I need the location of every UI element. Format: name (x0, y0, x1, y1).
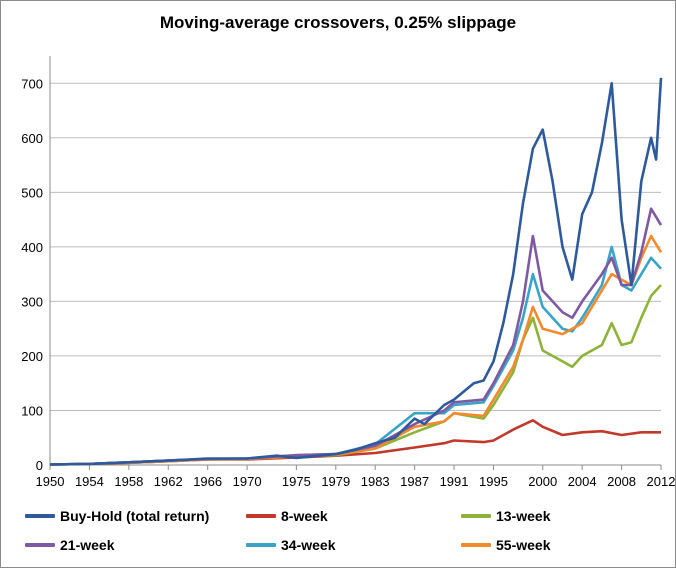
series-line-buy-hold-total-return (49, 77, 663, 466)
x-tick-label: 1983 (361, 474, 390, 489)
legend-swatch (25, 543, 55, 547)
legend-item: Buy-Hold (total return) (25, 507, 209, 525)
legend-item: 21-week (25, 536, 114, 554)
x-tick-label: 1991 (440, 474, 469, 489)
y-tick-label: 500 (21, 185, 43, 200)
legend-item: 34-week (246, 536, 335, 554)
legend-label: 55-week (496, 537, 551, 553)
legend-swatch (461, 543, 491, 547)
legend-label: 13-week (496, 508, 551, 524)
series-line-13-week (49, 284, 662, 466)
legend-swatch (461, 514, 491, 518)
x-tick-label: 1954 (75, 474, 104, 489)
legend-label: 34-week (281, 537, 336, 553)
x-tick-label: 1962 (154, 474, 183, 489)
legend-swatch (25, 514, 55, 518)
x-tick-label: 1958 (114, 474, 143, 489)
x-tick-label: 1987 (400, 474, 429, 489)
x-tick-label: 1975 (282, 474, 311, 489)
y-tick-label: 100 (21, 403, 43, 418)
legend-label: Buy-Hold (total return) (60, 508, 210, 524)
chart-title: Moving-average crossovers, 0.25% slippag… (159, 13, 517, 32)
y-tick-label: 200 (21, 349, 43, 364)
x-tick-label: 2004 (568, 474, 597, 489)
legend-label: 21-week (60, 537, 115, 553)
y-tick-label: 600 (21, 131, 43, 146)
x-tick-label: 1970 (233, 474, 262, 489)
y-tick-label: 0 (36, 458, 43, 473)
series-line-8-week (49, 419, 661, 466)
legend-swatch (246, 543, 276, 547)
y-tick-label: 300 (21, 294, 43, 309)
legend-swatch (246, 514, 276, 518)
x-tick-label: 1950 (36, 474, 65, 489)
x-tick-label: 2008 (607, 474, 636, 489)
x-tick-label: 1966 (193, 474, 222, 489)
legend-item: 13-week (461, 507, 550, 525)
x-tick-label: 1995 (479, 474, 508, 489)
x-tick-label: 2012 (647, 474, 675, 489)
x-tick-label: 2000 (528, 474, 557, 489)
legend-item: 8-week (246, 507, 328, 525)
legend-label: 8-week (281, 508, 328, 524)
legend-item: 55-week (461, 536, 550, 554)
x-tick-label: 1979 (321, 474, 350, 489)
y-tick-label: 400 (21, 240, 43, 255)
y-tick-label: 700 (21, 76, 43, 91)
